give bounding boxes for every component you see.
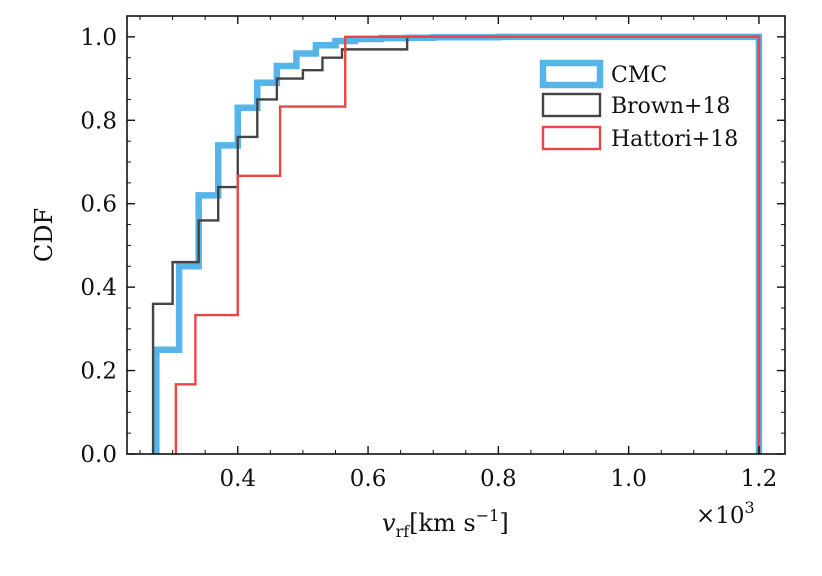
x-tick-label: 0.8 (480, 466, 517, 492)
x-axis-label: vrf[km s−1] (382, 506, 509, 541)
plot-frame (126, 15, 786, 455)
x-multiplier: ×103 (696, 498, 755, 529)
series-line-brown18 (151, 35, 761, 454)
y-tick-label: 1.0 (80, 25, 117, 51)
series-layer (151, 33, 763, 454)
legend-label-brown18: Brown+18 (611, 94, 730, 119)
y-tick-label: 0.0 (80, 442, 117, 468)
y-tick-label: 0.8 (80, 108, 117, 134)
x-axis-label-var: v (382, 509, 396, 537)
x-tick-label: 1.0 (610, 466, 647, 492)
legend-label-hattori18: Hattori+18 (611, 127, 738, 152)
series-line-hattori18 (174, 35, 761, 454)
y-tick-label: 0.4 (80, 275, 117, 301)
legend-swatch-hattori18 (541, 125, 602, 151)
y-tick-label: 0.2 (80, 359, 117, 385)
x-tick-label: 0.6 (350, 466, 387, 492)
x-axis-label-close: ] (499, 509, 508, 537)
x-axis-label-units: [km s (409, 509, 476, 537)
x-multiplier-base: ×10 (696, 503, 745, 529)
x-axis-label-sub: rf (396, 522, 411, 541)
ticks-layer: 0.4 0.6 0.8 1.0 1.2 0.0 0.2 0.4 0.6 0.8 1.0 (80, 16, 785, 492)
legend-swatch-brown18 (541, 92, 602, 118)
x-tick-label: 0.4 (219, 466, 256, 492)
x-tick-label: 1.2 (741, 466, 778, 492)
y-axis-label: CDF (30, 208, 58, 262)
legend: CMC Brown+18 Hattori+18 (539, 59, 738, 152)
x-axis-label-exp: −1 (476, 506, 500, 525)
legend-swatch-cmc (539, 59, 604, 89)
x-multiplier-exp: 3 (745, 498, 755, 517)
y-tick-label: 0.6 (80, 192, 117, 218)
legend-label-cmc: CMC (611, 63, 667, 88)
